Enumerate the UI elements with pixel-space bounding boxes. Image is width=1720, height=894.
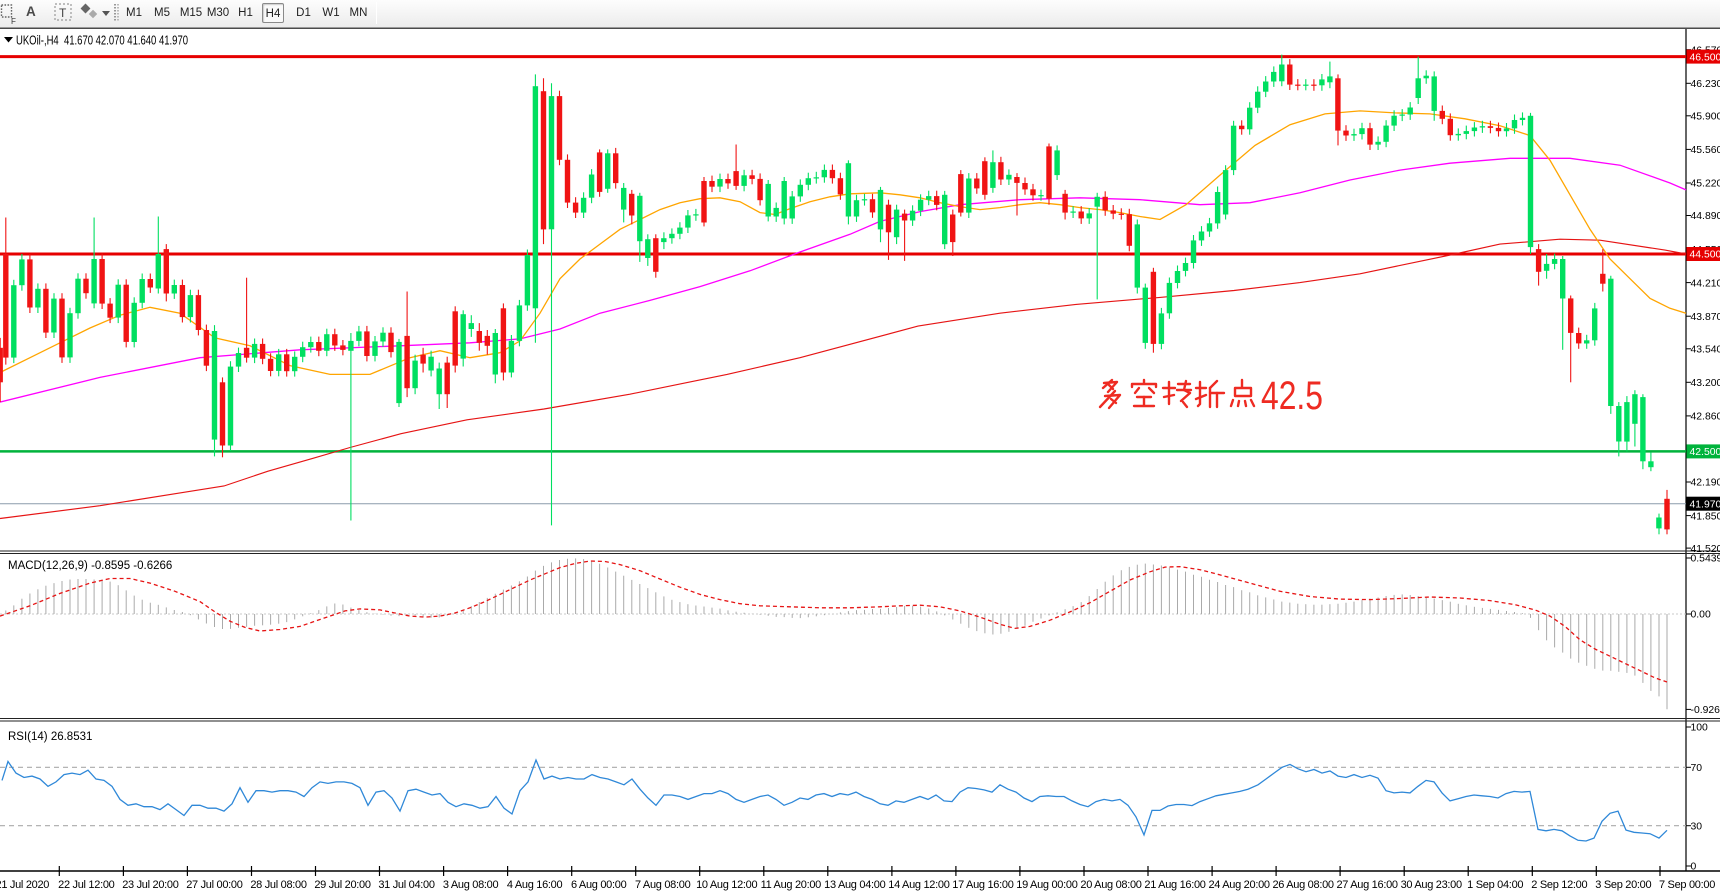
svg-text:100: 100 bbox=[1691, 723, 1709, 734]
svg-text:6 Aug 00:00: 6 Aug 00:00 bbox=[571, 879, 627, 891]
svg-text:45.560: 45.560 bbox=[1691, 145, 1720, 156]
svg-text:43.870: 43.870 bbox=[1691, 312, 1720, 323]
svg-text:22 Jul 12:00: 22 Jul 12:00 bbox=[58, 879, 115, 891]
svg-text:42.5: 42.5 bbox=[1261, 374, 1323, 418]
svg-text:42.860: 42.860 bbox=[1691, 412, 1720, 423]
svg-text:20 Aug 08:00: 20 Aug 08:00 bbox=[1080, 879, 1141, 891]
svg-text:0: 0 bbox=[1691, 862, 1697, 873]
svg-text:7 Aug 08:00: 7 Aug 08:00 bbox=[635, 879, 691, 891]
svg-text:41.520: 41.520 bbox=[1691, 544, 1720, 555]
svg-text:T: T bbox=[59, 6, 67, 20]
svg-text:17 Aug 16:00: 17 Aug 16:00 bbox=[952, 879, 1013, 891]
svg-text:43.200: 43.200 bbox=[1691, 378, 1720, 389]
svg-text:13 Aug 04:00: 13 Aug 04:00 bbox=[824, 879, 885, 891]
svg-text:30 Aug 23:00: 30 Aug 23:00 bbox=[1401, 879, 1462, 891]
svg-text:42.500: 42.500 bbox=[1690, 447, 1720, 458]
svg-text:44.500: 44.500 bbox=[1690, 250, 1720, 261]
svg-text:0.5439: 0.5439 bbox=[1691, 554, 1720, 565]
svg-text:29 Jul 20:00: 29 Jul 20:00 bbox=[314, 879, 371, 891]
svg-text:28 Jul 08:00: 28 Jul 08:00 bbox=[250, 879, 307, 891]
svg-text:24 Aug 20:00: 24 Aug 20:00 bbox=[1208, 879, 1269, 891]
svg-text:70: 70 bbox=[1691, 763, 1703, 774]
svg-text:27 Jul 00:00: 27 Jul 00:00 bbox=[186, 879, 243, 891]
svg-text:44.210: 44.210 bbox=[1691, 278, 1720, 289]
svg-text:27 Aug 16:00: 27 Aug 16:00 bbox=[1336, 879, 1397, 891]
svg-text:1 Sep 04:00: 1 Sep 04:00 bbox=[1467, 879, 1523, 891]
svg-text:10 Aug 12:00: 10 Aug 12:00 bbox=[696, 879, 757, 891]
svg-text:21 Jul 2020: 21 Jul 2020 bbox=[0, 879, 49, 891]
svg-text:43.540: 43.540 bbox=[1691, 345, 1720, 356]
svg-text:45.900: 45.900 bbox=[1691, 112, 1720, 123]
svg-text:14 Aug 12:00: 14 Aug 12:00 bbox=[888, 879, 949, 891]
svg-text:2 Sep 12:00: 2 Sep 12:00 bbox=[1531, 879, 1587, 891]
svg-text:3 Sep 20:00: 3 Sep 20:00 bbox=[1595, 879, 1651, 891]
svg-text:RSI(14) 26.8531: RSI(14) 26.8531 bbox=[8, 731, 92, 743]
svg-text:41.850: 41.850 bbox=[1691, 511, 1720, 522]
svg-text:45.220: 45.220 bbox=[1691, 179, 1720, 190]
svg-text:11 Aug 20:00: 11 Aug 20:00 bbox=[761, 879, 822, 891]
svg-text:0.00: 0.00 bbox=[1691, 610, 1711, 621]
svg-text:3 Aug 08:00: 3 Aug 08:00 bbox=[443, 879, 499, 891]
svg-text:F: F bbox=[11, 17, 16, 26]
svg-text:42.190: 42.190 bbox=[1691, 478, 1720, 489]
svg-text:4 Aug 16:00: 4 Aug 16:00 bbox=[507, 879, 563, 891]
svg-text:21 Aug 16:00: 21 Aug 16:00 bbox=[1144, 879, 1205, 891]
svg-text:MACD(12,26,9) -0.8595 -0.6266: MACD(12,26,9) -0.8595 -0.6266 bbox=[8, 560, 172, 572]
svg-text:44.890: 44.890 bbox=[1691, 211, 1720, 222]
svg-text:26 Aug 08:00: 26 Aug 08:00 bbox=[1272, 879, 1333, 891]
svg-text:30: 30 bbox=[1691, 821, 1703, 832]
svg-text:31 Jul 04:00: 31 Jul 04:00 bbox=[378, 879, 435, 891]
svg-text:23 Jul 20:00: 23 Jul 20:00 bbox=[122, 879, 179, 891]
svg-text:19 Aug 00:00: 19 Aug 00:00 bbox=[1016, 879, 1077, 891]
svg-text:41.970: 41.970 bbox=[1690, 499, 1720, 510]
svg-text:UKOil-,H4 41.670 42.070 41.64: UKOil-,H4 41.670 42.070 41.640 41.970 bbox=[16, 33, 188, 48]
svg-text:46.500: 46.500 bbox=[1690, 52, 1720, 63]
svg-text:46.230: 46.230 bbox=[1691, 79, 1720, 90]
svg-text:7 Sep 00:00: 7 Sep 00:00 bbox=[1659, 879, 1715, 891]
svg-text:-0.9263: -0.9263 bbox=[1691, 705, 1720, 716]
